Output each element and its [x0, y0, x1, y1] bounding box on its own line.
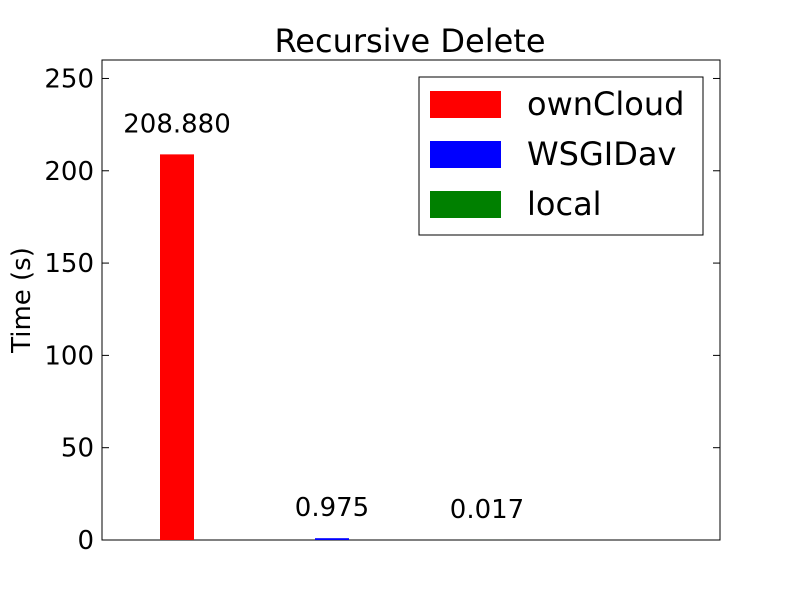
chart-title: Recursive Delete	[274, 22, 545, 60]
legend: ownCloud WSGIDav local	[418, 76, 704, 236]
data-label-owncloud: 208.880	[123, 109, 231, 139]
legend-label-owncloud: ownCloud	[527, 85, 684, 123]
data-label-wsgidav: 0.975	[295, 493, 369, 523]
plot-frame	[101, 59, 721, 541]
data-label-local: 0.017	[450, 495, 524, 525]
plot-area: 0 50 100 150 200 250 208.880 0.975 0.017	[44, 59, 721, 556]
y-tick-label: 0	[77, 526, 94, 556]
legend-swatch-wsgidav	[430, 141, 501, 168]
bar-wsgidav	[315, 538, 349, 540]
legend-swatch-owncloud	[430, 91, 501, 118]
legend-swatch-local	[430, 191, 501, 218]
y-tick-label: 150	[44, 249, 94, 279]
y-tick-label: 50	[61, 434, 94, 464]
y-tick-label: 250	[44, 64, 94, 94]
bar-owncloud	[160, 154, 194, 541]
legend-label-wsgidav: WSGIDav	[527, 135, 676, 173]
y-axis-label: Time (s)	[7, 247, 37, 354]
y-tick-label: 100	[44, 341, 94, 371]
y-tick-label: 200	[44, 157, 94, 187]
legend-label-local: local	[527, 185, 602, 223]
